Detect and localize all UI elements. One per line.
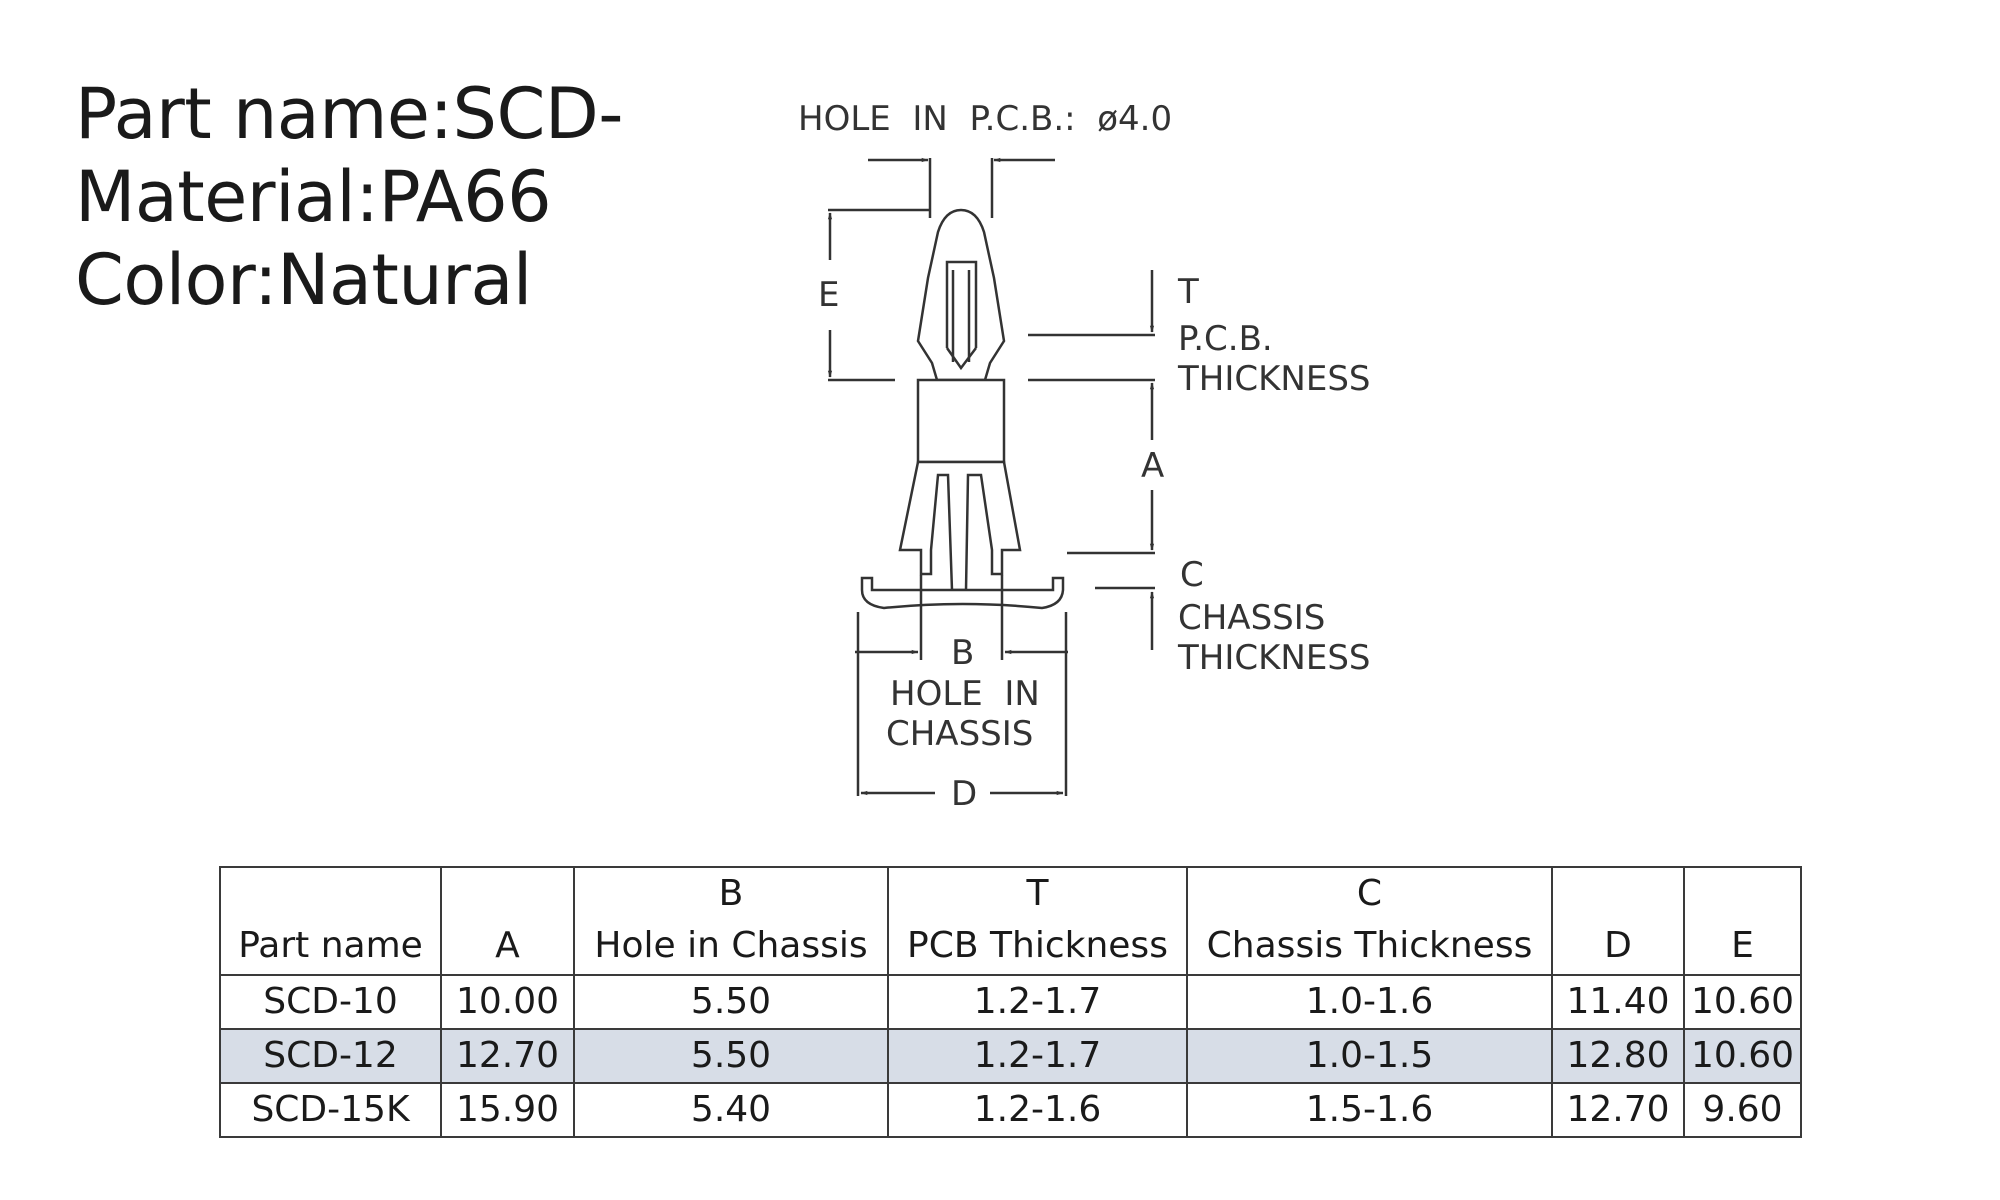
table-header-row: Part name A B Hole in Chassis T PCB Thickn… [219,866,1802,976]
table-row: SCD-10 10.00 5.50 1.2-1.7 1.0-1.6 11.40 … [219,974,1802,1030]
table-cell: 5.50 [573,974,889,1030]
c-label: C [1180,555,1204,595]
pcb-thickness-label-2: THICKNESS [1177,359,1370,399]
hole-in-chassis-label-1: HOLE IN [890,674,1040,714]
t-a-dimension [1028,270,1155,555]
header-b: B Hole in Chassis [573,866,889,976]
table-row: SCD-15K 15.90 5.40 1.2-1.6 1.5-1.6 12.70… [219,1082,1802,1138]
d-label: D [951,774,977,814]
header-t: T PCB Thickness [887,866,1188,976]
header-part-name: Part name [219,866,442,976]
table-cell: 1.0-1.6 [1186,974,1553,1030]
b-label: B [951,633,974,673]
table-cell: 1.5-1.6 [1186,1082,1553,1138]
table-cell: 1.0-1.5 [1186,1028,1553,1084]
chassis-thickness-label-1: CHASSIS [1178,598,1325,638]
table-cell: 9.60 [1683,1082,1802,1138]
table-cell: 5.50 [573,1028,889,1084]
header-d: D [1551,866,1685,976]
table-cell: 10.60 [1683,1028,1802,1084]
e-dimension [827,208,930,382]
header-e: E [1683,866,1802,976]
table-cell: 12.70 [1551,1082,1685,1138]
table-cell: 12.70 [440,1028,575,1084]
chassis-thickness-label-2: THICKNESS [1177,638,1370,678]
table-cell: 12.80 [1551,1028,1685,1084]
table-cell: 15.90 [440,1082,575,1138]
table-cell: 10.00 [440,974,575,1030]
hole-pcb-label: HOLE IN P.C.B.: ø4.0 [798,99,1172,139]
color-label: Color:Natural [75,239,532,321]
a-label: A [1141,446,1164,486]
table-cell: SCD-12 [219,1028,442,1084]
table-row: SCD-12 12.70 5.50 1.2-1.7 1.0-1.5 12.80 … [219,1028,1802,1084]
hole-in-chassis-label-2: CHASSIS [886,714,1033,754]
hole-pcb-dimension [868,157,1055,218]
part-name-label: Part name:SCD- [75,73,624,155]
table-cell: SCD-10 [219,974,442,1030]
technical-drawing: HOLE IN P.C.B.: ø4.0 E T P.C.B. THICKNES… [798,99,1370,814]
c-dimension [1095,586,1155,650]
pcb-thickness-label-1: P.C.B. [1178,319,1273,359]
b-dimension [855,575,1068,660]
header-a: A [440,866,575,976]
t-label: T [1177,272,1199,312]
table-cell: 11.40 [1551,974,1685,1030]
spacer-part-outline [860,208,1065,610]
table-cell: 1.2-1.6 [887,1082,1188,1138]
header-c: C Chassis Thickness [1186,866,1553,976]
table-cell: 5.40 [573,1082,889,1138]
d-dimension [856,612,1068,796]
table-cell: 1.2-1.7 [887,974,1188,1030]
material-label: Material:PA66 [75,156,552,238]
dimensions-table: Part name A B Hole in Chassis T PCB Thickn… [219,866,1802,1138]
table-cell: 1.2-1.7 [887,1028,1188,1084]
e-label: E [818,275,839,315]
table-cell: SCD-15K [219,1082,442,1138]
table-cell: 10.60 [1683,974,1802,1030]
